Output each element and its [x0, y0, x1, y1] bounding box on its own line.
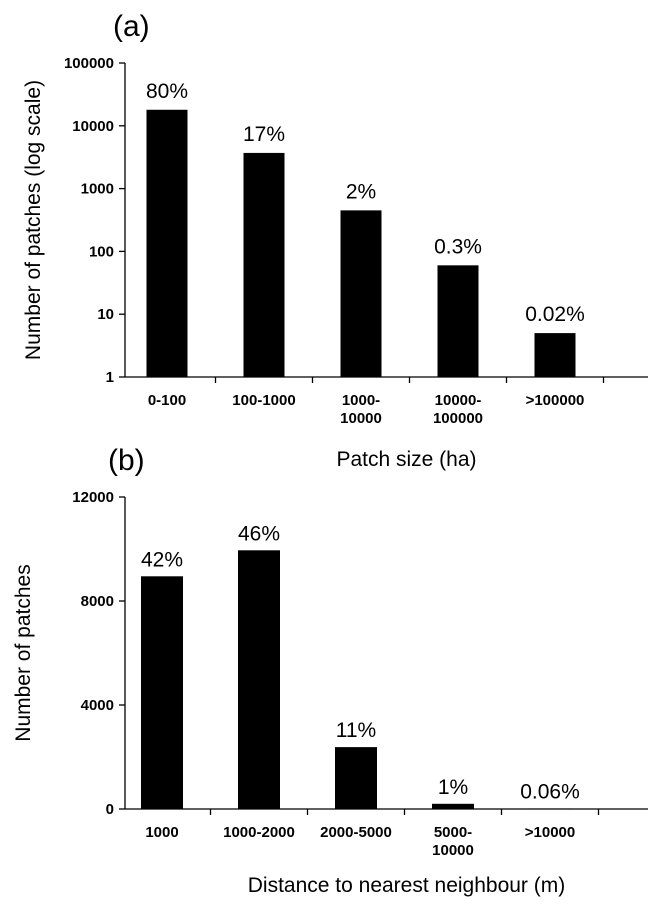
y-tick-label: 100: [89, 243, 114, 260]
bar: [335, 747, 377, 809]
x-category-label: >100000: [526, 392, 585, 409]
bar: [534, 333, 576, 377]
bar: [243, 152, 285, 377]
x-category-label: 10000: [340, 410, 382, 427]
bar-percentage-label: 2%: [346, 180, 376, 203]
x-axis-title: Patch size (ha): [336, 448, 476, 471]
y-tick-label: 8000: [81, 593, 114, 610]
y-tick-label: 100000: [64, 55, 114, 72]
bar-percentage-label: 17%: [243, 123, 285, 146]
bar-percentage-label: 80%: [146, 80, 188, 103]
x-category-label: 1000: [145, 824, 178, 841]
x-category-label: 1000-2000: [223, 824, 295, 841]
x-category-label: 10000-: [435, 392, 482, 409]
chart-panel-b: (b) 0 4000 8000 12000 42% 1000 46% 1000-2000 11% 2…: [12, 444, 648, 897]
x-category-label: >10000: [525, 824, 575, 841]
bar-percentage-label: 1%: [438, 776, 468, 799]
y-tick-label: 1000: [81, 181, 114, 198]
chart-panel-a: (a) 1 10 100 1000 10000 100000 80% 0-100 17% 100-1…: [22, 10, 648, 471]
y-tick-label: 10000: [72, 118, 114, 135]
bar: [141, 576, 183, 809]
bar-percentage-label: 11%: [336, 719, 376, 742]
x-category-label: 2000-5000: [320, 824, 392, 841]
bar-percentage-label: 42%: [141, 548, 183, 571]
panel-label: (a): [113, 10, 150, 43]
bar: [432, 803, 474, 809]
bar: [238, 550, 280, 809]
x-category-label: 10000: [432, 842, 474, 859]
y-axis-title: Number of patches (log scale): [22, 80, 45, 360]
x-category-label: 100000: [433, 410, 483, 427]
bar: [340, 210, 382, 377]
bar-percentage-label: 0.02%: [525, 303, 585, 326]
y-tick-label: 12000: [72, 489, 114, 506]
bar: [529, 808, 571, 809]
bar-percentage-label: 0.3%: [434, 235, 482, 258]
y-tick-label: 1: [106, 369, 114, 386]
panel-label: (b): [108, 444, 145, 477]
y-tick-label: 0: [106, 801, 114, 818]
bar-percentage-label: 46%: [238, 522, 280, 545]
x-category-label: 100-1000: [232, 392, 295, 409]
y-tick-label: 10: [97, 306, 114, 323]
y-tick-label: 4000: [81, 697, 114, 714]
bar: [146, 109, 188, 377]
x-axis-title: Distance to nearest neighbour (m): [248, 874, 566, 897]
x-category-label: 0-100: [148, 392, 186, 409]
bar: [437, 265, 479, 377]
bar-percentage-label: 0.06%: [520, 780, 580, 803]
x-category-label: 5000-: [434, 824, 472, 841]
y-axis-title: Number of patches: [12, 564, 35, 741]
x-category-label: 1000-: [342, 392, 380, 409]
